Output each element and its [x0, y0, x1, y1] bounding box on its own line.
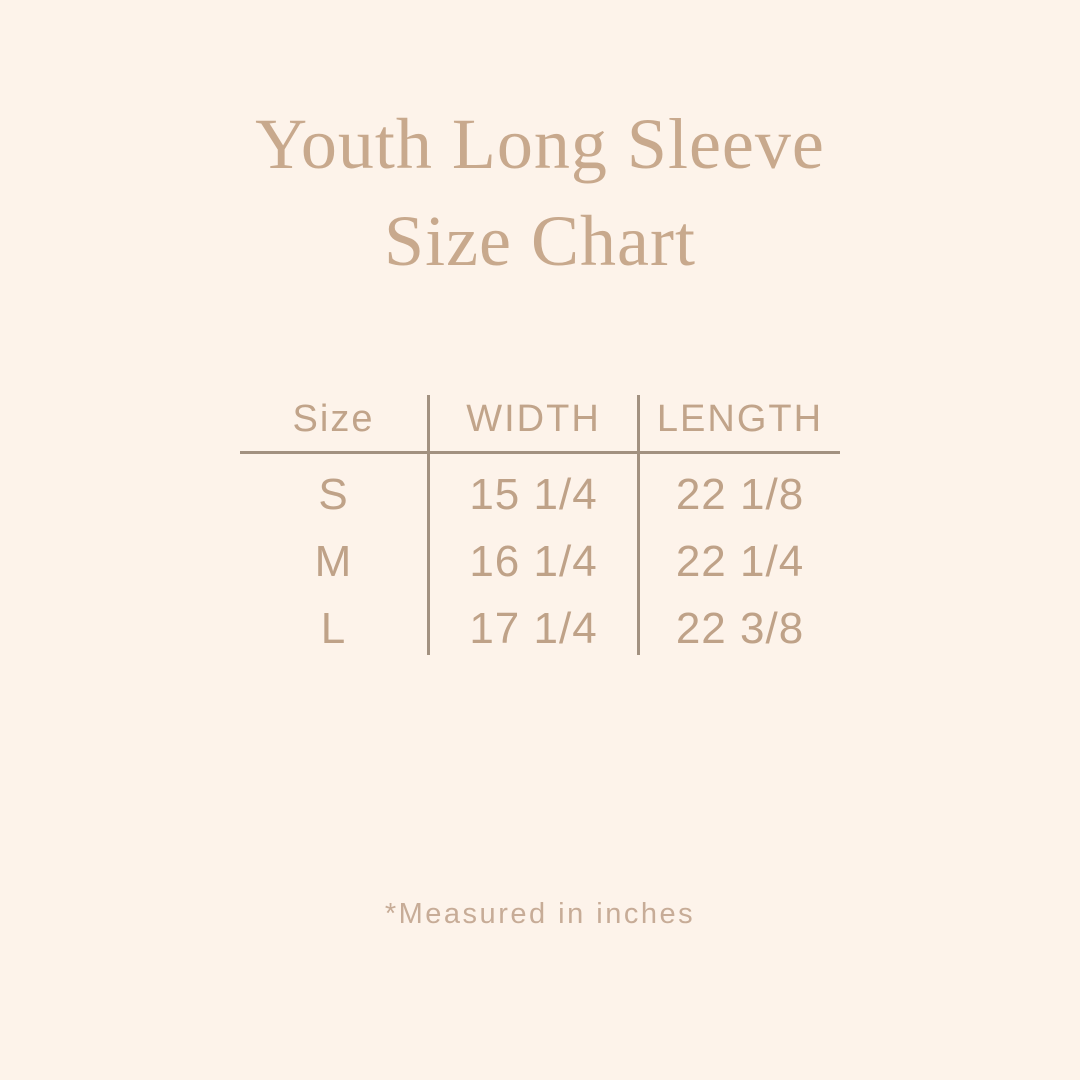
- row-m-size-label: M: [314, 536, 353, 586]
- row-s-size-label: S: [318, 469, 349, 519]
- row-m-width-value: 16 1/4: [427, 521, 637, 588]
- row-l-size-label: L: [320, 603, 347, 653]
- title-line-2: Size Chart: [384, 201, 696, 281]
- row-m-length-value: 22 1/4: [637, 521, 840, 588]
- row-l-length-value: 22 3/8: [637, 588, 840, 655]
- size-chart-table: Size WIDTH LENGTH S 15 1/4 22 1/8 M 16 1…: [240, 395, 840, 655]
- column-header-size: Size: [240, 395, 427, 454]
- title-line-1: Youth Long Sleeve: [255, 104, 825, 184]
- row-s-width-value: 15 1/4: [427, 454, 637, 521]
- row-l-width-value: 17 1/4: [427, 588, 637, 655]
- measurement-note: *Measured in inches: [384, 898, 696, 930]
- page-title: Youth Long Sleeve Size Chart: [0, 96, 1080, 290]
- row-s-length-value: 22 1/8: [637, 454, 840, 521]
- column-header-length: LENGTH: [637, 395, 840, 454]
- column-header-width: WIDTH: [427, 395, 637, 454]
